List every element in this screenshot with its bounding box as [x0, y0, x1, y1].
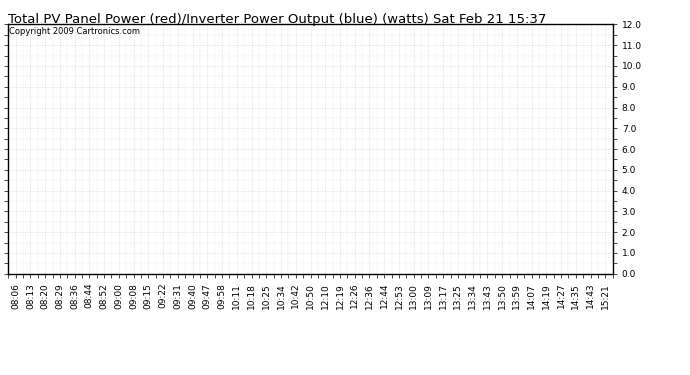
Text: Total PV Panel Power (red)/Inverter Power Output (blue) (watts) Sat Feb 21 15:37: Total PV Panel Power (red)/Inverter Powe…: [8, 13, 546, 26]
Text: Copyright 2009 Cartronics.com: Copyright 2009 Cartronics.com: [10, 27, 141, 36]
